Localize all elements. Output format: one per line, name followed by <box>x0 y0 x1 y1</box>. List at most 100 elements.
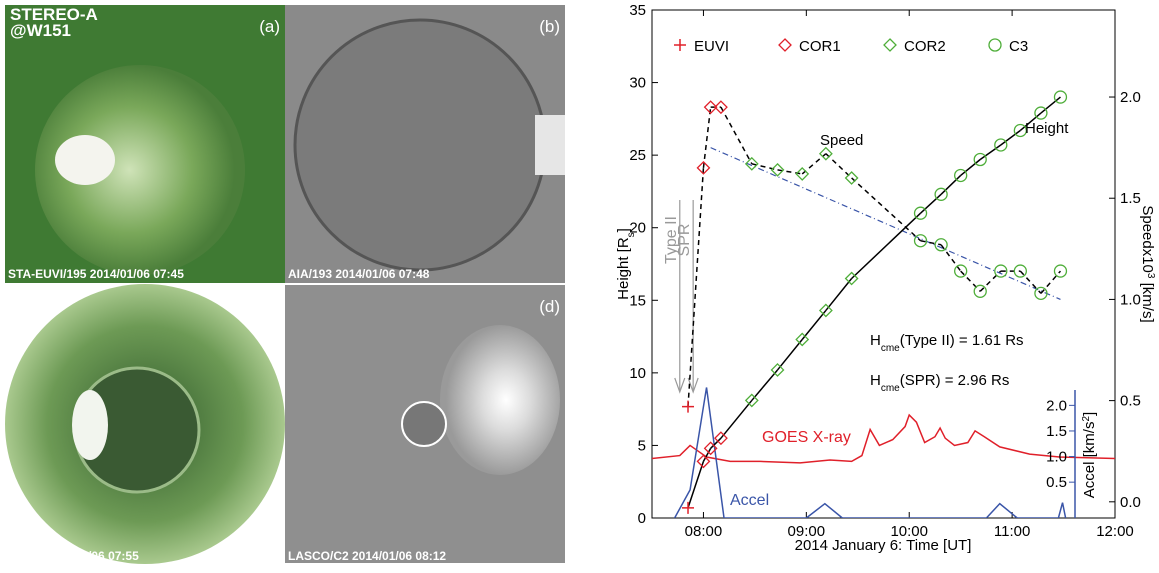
marker-circle <box>913 206 928 220</box>
y2-tick-label: 1.5 <box>1120 190 1141 207</box>
x-tick-label: 09:00 <box>788 523 826 540</box>
height-line <box>776 339 803 371</box>
marker-diamond <box>714 431 728 446</box>
y-tick-label: 25 <box>629 147 646 164</box>
y-axis-title-part: Height [R <box>615 237 632 300</box>
cme-cloud <box>440 325 560 475</box>
height-line <box>825 278 853 311</box>
marker-circle <box>1013 264 1027 278</box>
marker-diamond <box>883 38 897 52</box>
marker-diamond <box>714 100 728 115</box>
legend-label: C3 <box>1009 38 1028 55</box>
plot-area <box>652 90 1115 518</box>
x-tick-label: 10:00 <box>890 523 928 540</box>
formula: Hcme(Type II) = 1.61 Rs <box>870 332 1024 354</box>
goes-curve <box>652 413 1115 464</box>
marker-label: SPR <box>676 224 693 257</box>
panel-caption: LASCO/C2 2014/01/06 08:12 <box>288 549 446 563</box>
accel-tick-label: 0.5 <box>1046 474 1067 491</box>
y2-tick-label: 1.0 <box>1120 291 1141 308</box>
legend-label: EUVI <box>694 38 729 55</box>
marker-circle <box>954 264 968 278</box>
panel-caption: AIA/193 2014/01/06 07:48 <box>288 267 430 281</box>
height-line <box>801 309 827 340</box>
marker-diamond <box>795 332 810 347</box>
height-line <box>960 158 981 177</box>
height-line <box>702 447 712 462</box>
y2-tick-label: 0.0 <box>1120 494 1141 511</box>
formula-part: cme <box>881 343 900 354</box>
accel-curve <box>673 387 1067 518</box>
speed-line <box>851 177 922 242</box>
marker-circle <box>1034 286 1048 300</box>
panel-header: @W151 <box>10 21 71 40</box>
limb-feature <box>535 115 565 175</box>
marker-circle <box>988 38 1002 52</box>
formula-part: cme <box>881 383 900 394</box>
bright-region <box>55 135 115 185</box>
marker-diamond <box>844 271 859 286</box>
marker-circle <box>1013 123 1027 138</box>
panel-caption: COR1 2014/01/06 07:55 <box>8 549 139 563</box>
speed-line <box>960 270 981 292</box>
formula-part: (SPR) = 2.96 Rs <box>900 372 1010 389</box>
y-tick-label: 30 <box>629 75 646 92</box>
marker-arrow <box>687 377 699 394</box>
accel-axis-title: Accel [km/s2] <box>1081 412 1099 498</box>
speed-line <box>687 167 705 407</box>
x-tick-label: 12:00 <box>1096 523 1134 540</box>
speed-line <box>940 244 962 272</box>
solar-circle <box>401 401 447 447</box>
marker-circle <box>954 168 968 183</box>
speed-line <box>777 169 803 175</box>
marker-diamond <box>844 171 859 185</box>
marker-arrow <box>674 377 686 394</box>
marker-circle <box>973 284 987 298</box>
plot-frame <box>651 9 1116 519</box>
y-tick-label: 35 <box>629 2 646 19</box>
marker-circle <box>1034 106 1048 120</box>
marker-circle <box>913 234 928 248</box>
height-line <box>940 174 962 195</box>
height-line <box>1040 96 1061 114</box>
accel-tick-label: 2.0 <box>1046 397 1067 414</box>
y-tick-label: 0 <box>638 510 646 527</box>
image-panels <box>5 5 565 564</box>
height-line <box>1019 112 1042 132</box>
height-line <box>720 399 753 439</box>
speed-line <box>979 270 1002 292</box>
formula-part: (Type II) = 1.61 Rs <box>900 332 1024 349</box>
panel-header: STEREO-A <box>10 5 98 24</box>
x-axis-title: 2014 January 6: Time [UT] <box>795 537 972 554</box>
annotation: Height <box>1025 120 1069 137</box>
accel-axis-title-part: Accel [km/s <box>1081 422 1098 499</box>
panel-label: (c) <box>260 297 280 316</box>
y2-tick-label: 2.0 <box>1120 89 1141 106</box>
marker-circle <box>934 187 948 201</box>
x-tick-label: 08:00 <box>685 523 723 540</box>
legend-label: COR1 <box>799 38 841 55</box>
height-line <box>751 369 779 401</box>
marker-diamond <box>770 162 785 177</box>
panel-label: (d) <box>539 297 560 316</box>
y-tick-label: 5 <box>638 437 646 454</box>
formula-part: H <box>870 332 881 349</box>
accel-tick-label: 1.0 <box>1046 449 1067 466</box>
height-line <box>979 144 1002 161</box>
marker-diamond <box>778 38 792 52</box>
marker-diamond <box>703 441 718 456</box>
panel-caption: STA-EUVI/195 2014/01/06 07:45 <box>8 267 184 281</box>
y2-axis-title: Speedx103 [km/s] <box>1139 205 1157 322</box>
x-tick-label: 11:00 <box>994 523 1030 540</box>
y-tick-label: 15 <box>629 292 646 309</box>
speed-line <box>702 107 712 168</box>
sun-disk <box>293 18 547 272</box>
height-line <box>687 461 705 509</box>
marker-circle <box>973 152 987 167</box>
accel-axis-title-part: 2 <box>1081 416 1092 422</box>
panel-caption: EUVI 07:55 <box>220 549 282 563</box>
marker-diamond <box>703 100 718 115</box>
speed-line <box>920 239 942 246</box>
y2-axis-title-part: [km/s] <box>1139 278 1156 322</box>
marker-label: Type II <box>663 216 680 264</box>
